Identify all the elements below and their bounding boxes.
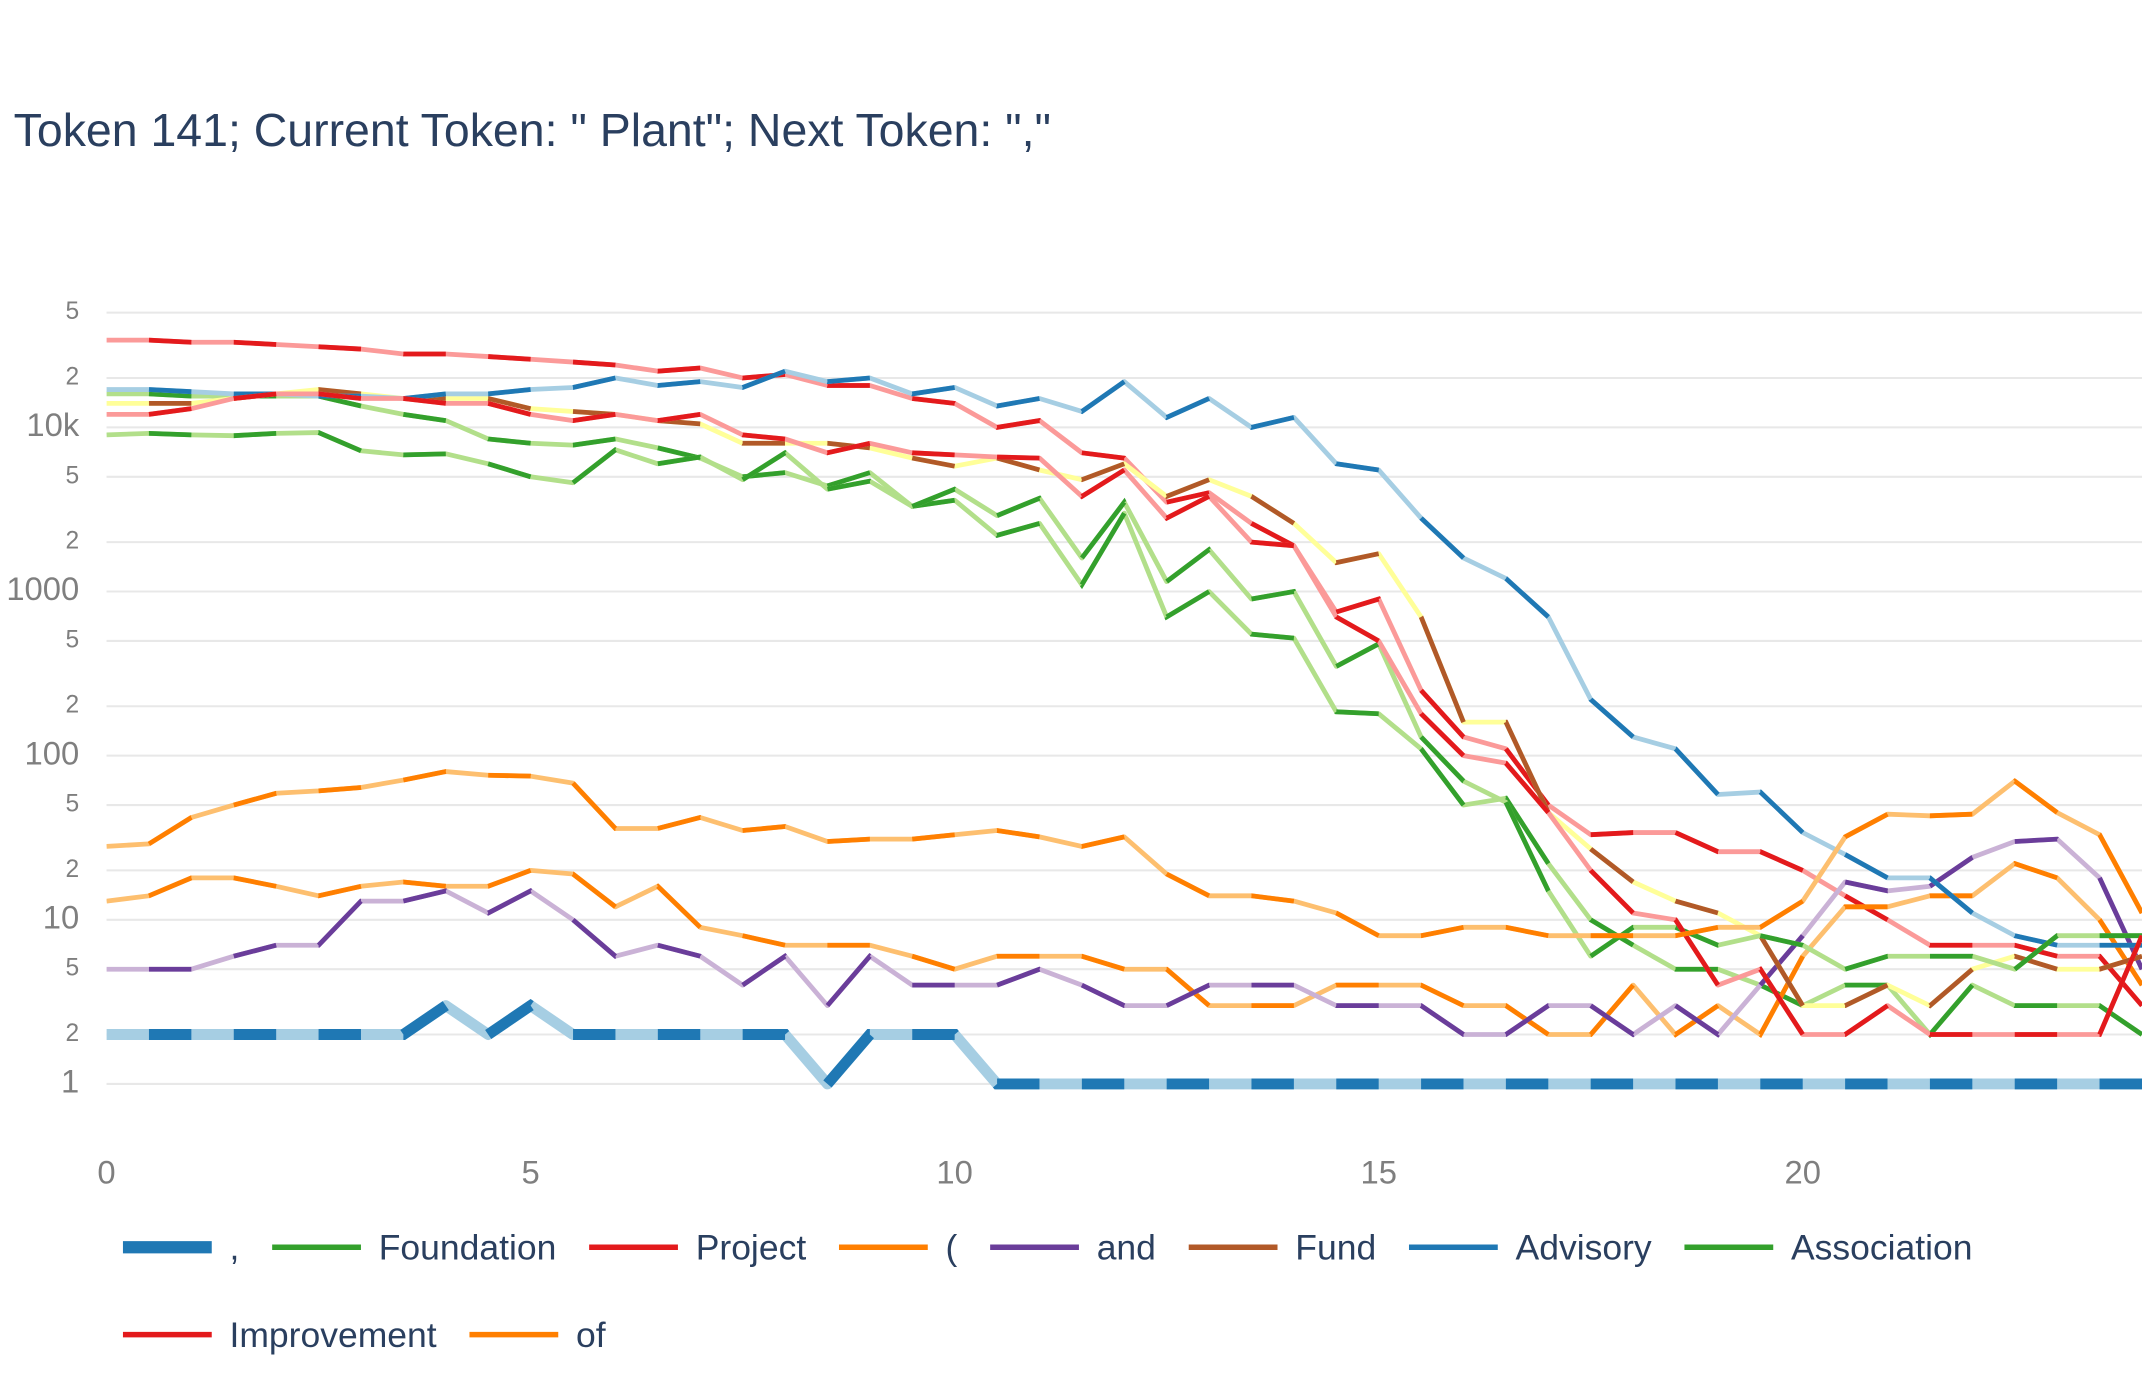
y-tick-label: 5 [66, 298, 80, 325]
chart-title: Token 141; Current Token: " Plant"; Next… [14, 104, 1051, 156]
y-tick-label: 2 [66, 856, 80, 883]
plot-area [106, 337, 2142, 1093]
series-line [106, 391, 2142, 1037]
legend-label: ( [946, 1227, 958, 1267]
series-line-overlay [106, 769, 2142, 939]
y-tick-label: 1 [61, 1063, 79, 1100]
x-tick-label: 10 [936, 1153, 972, 1190]
y-tick-label: 10 [43, 898, 79, 935]
series-line-overlay [106, 337, 2142, 1008]
legend-item[interactable]: of [469, 1315, 606, 1355]
series-line-overlay [106, 430, 2142, 972]
y-tick-label: 2 [66, 528, 80, 555]
series-line-overlay [106, 391, 2142, 1037]
y-tick-label: 1000 [6, 570, 79, 607]
series-line-overlay [106, 391, 2142, 1039]
legend: , Foundation Project ( and Fund Advisory Associ… [122, 1227, 1973, 1355]
x-tick-label: 20 [1785, 1153, 1821, 1190]
legend-label: Advisory [1516, 1227, 1652, 1267]
legend-label: of [576, 1315, 606, 1355]
y-tick-label: 2 [66, 1020, 80, 1047]
legend-item[interactable]: Association [1684, 1227, 1973, 1267]
legend-item[interactable]: Improvement [122, 1315, 437, 1355]
legend-label: Foundation [379, 1227, 557, 1267]
legend-label: Association [1791, 1227, 1973, 1267]
series-line [106, 1000, 2142, 1090]
series-line [106, 861, 2142, 1037]
series-line [106, 387, 2142, 1009]
series-line [106, 337, 2142, 1008]
series-line [106, 368, 2142, 948]
series-line-overlay [106, 836, 2142, 1038]
y-tick-label: 5 [66, 626, 80, 653]
legend-label: and [1097, 1227, 1156, 1267]
y-tick-label: 2 [66, 692, 80, 719]
series-line [106, 769, 2142, 939]
legend-item[interactable]: and [990, 1227, 1156, 1267]
x-tick-label: 0 [97, 1153, 115, 1190]
legend-item[interactable]: Project [589, 1227, 806, 1267]
y-tick-label: 100 [25, 734, 80, 771]
legend-label: , [230, 1227, 240, 1267]
x-tick-label: 5 [521, 1153, 539, 1190]
grid: 1 2 5 10 2 5 100 2 5 1000 2 5 10k 2 5 0 5 10 15 20 [6, 298, 2142, 1190]
y-tick-label: 2 [66, 363, 80, 390]
legend-item[interactable]: , [122, 1227, 240, 1267]
y-tick-label: 5 [66, 791, 80, 818]
legend-item[interactable]: Foundation [272, 1227, 556, 1267]
series-line-overlay [106, 999, 2142, 1093]
legend-label: Project [696, 1227, 807, 1267]
y-tick-label: 5 [66, 955, 80, 982]
y-tick-label: 10k [26, 406, 79, 443]
y-tick-label: 5 [66, 462, 80, 489]
series-line [106, 391, 2142, 1037]
legend-item[interactable]: Fund [1188, 1227, 1376, 1267]
legend-item[interactable]: Advisory [1408, 1227, 1652, 1267]
legend-item[interactable]: ( [838, 1227, 958, 1267]
legend-label: Fund [1295, 1227, 1376, 1267]
x-tick-label: 15 [1360, 1153, 1396, 1190]
legend-label: Improvement [230, 1315, 437, 1355]
